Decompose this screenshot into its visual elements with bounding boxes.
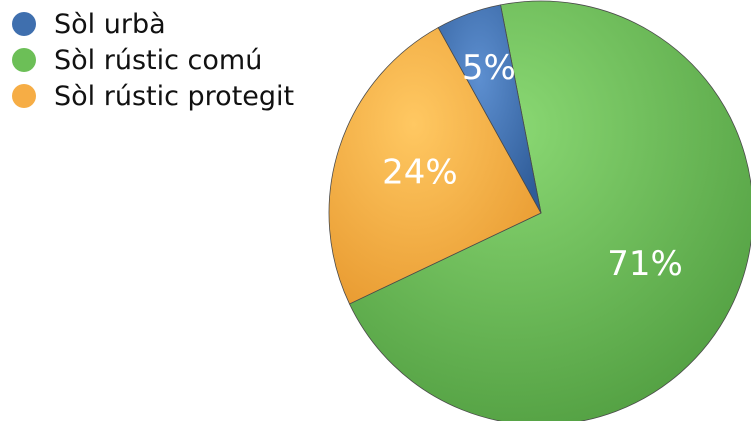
legend-label-sol-urba: Sòl urbà <box>54 8 166 40</box>
legend-item-sol-rustic-comu: Sòl rústic comú <box>12 42 294 78</box>
legend-label-sol-rustic-protegit: Sòl rústic protegit <box>54 80 295 112</box>
pie-label-sol-rustic-protegit: 24% <box>382 153 458 193</box>
chart-legend: Sòl urbà Sòl rústic comú Sòl rústic prot… <box>12 6 294 114</box>
pie-slice-sol-urba <box>437 4 542 214</box>
legend-item-sol-urba: Sòl urbà <box>12 6 294 42</box>
legend-label-sol-rustic-comu: Sòl rústic comú <box>54 44 263 76</box>
legend-marker-sol-rustic-comu <box>12 48 36 72</box>
legend-marker-sol-rustic-protegit <box>12 84 36 108</box>
pie-slice-sol-rustic-protegit <box>328 27 542 305</box>
pie-slice-sol-rustic-comu <box>348 0 751 421</box>
pie-label-sol-urba: 5% <box>462 48 516 88</box>
legend-marker-sol-urba <box>12 12 36 36</box>
pie-label-sol-rustic-comu: 71% <box>607 244 683 284</box>
legend-item-sol-rustic-protegit: Sòl rústic protegit <box>12 78 294 114</box>
